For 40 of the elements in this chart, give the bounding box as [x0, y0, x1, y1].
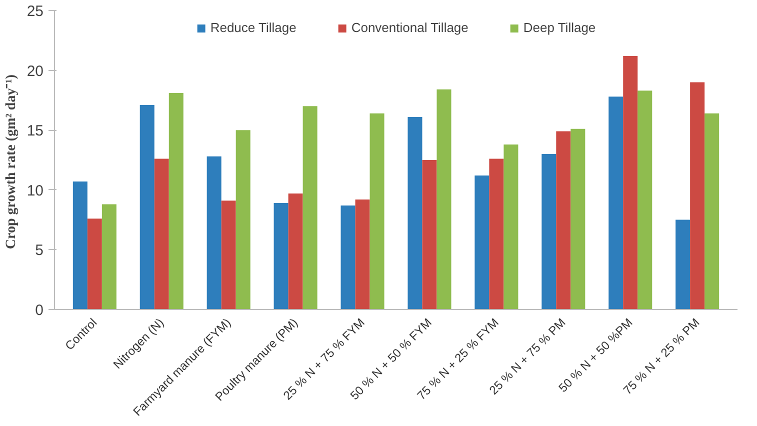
bar — [72, 182, 88, 310]
bar — [168, 93, 184, 310]
bar — [102, 204, 116, 310]
bar — [489, 158, 504, 310]
bar — [704, 113, 720, 310]
y-tick-label: 15 — [26, 122, 44, 140]
bar — [154, 158, 169, 310]
y-tick-label: 10 — [26, 182, 44, 200]
y-tick-label: 20 — [26, 62, 44, 80]
y-tick-label: 5 — [35, 242, 44, 260]
bar — [340, 205, 356, 310]
y-tick-label: 0 — [35, 302, 44, 319]
y-tick-label: 25 — [26, 3, 44, 20]
bar — [370, 113, 384, 310]
legend-label: Conventional Tillage — [351, 20, 468, 35]
bar — [690, 82, 705, 310]
legend-label: Reduce Tillage — [210, 20, 296, 35]
bar — [570, 128, 586, 310]
bar — [288, 193, 303, 310]
bar — [422, 160, 437, 310]
bar — [87, 218, 102, 310]
bar — [474, 176, 490, 310]
legend-label: Deep Tillage — [523, 20, 596, 35]
bar — [302, 106, 318, 310]
bar — [542, 154, 556, 310]
bar — [408, 116, 422, 310]
bar — [676, 220, 690, 310]
bar — [436, 89, 452, 310]
bar — [355, 199, 370, 310]
bar — [274, 203, 288, 310]
bar — [221, 200, 236, 310]
y-axis-title: Crop growth rate (gm² day⁻¹) — [4, 74, 19, 250]
bar — [206, 156, 222, 310]
bar — [556, 131, 571, 310]
bar — [638, 90, 652, 310]
bar — [140, 104, 154, 310]
bar — [504, 144, 518, 310]
bar — [623, 56, 638, 310]
bar — [608, 96, 624, 310]
bar — [236, 130, 250, 310]
